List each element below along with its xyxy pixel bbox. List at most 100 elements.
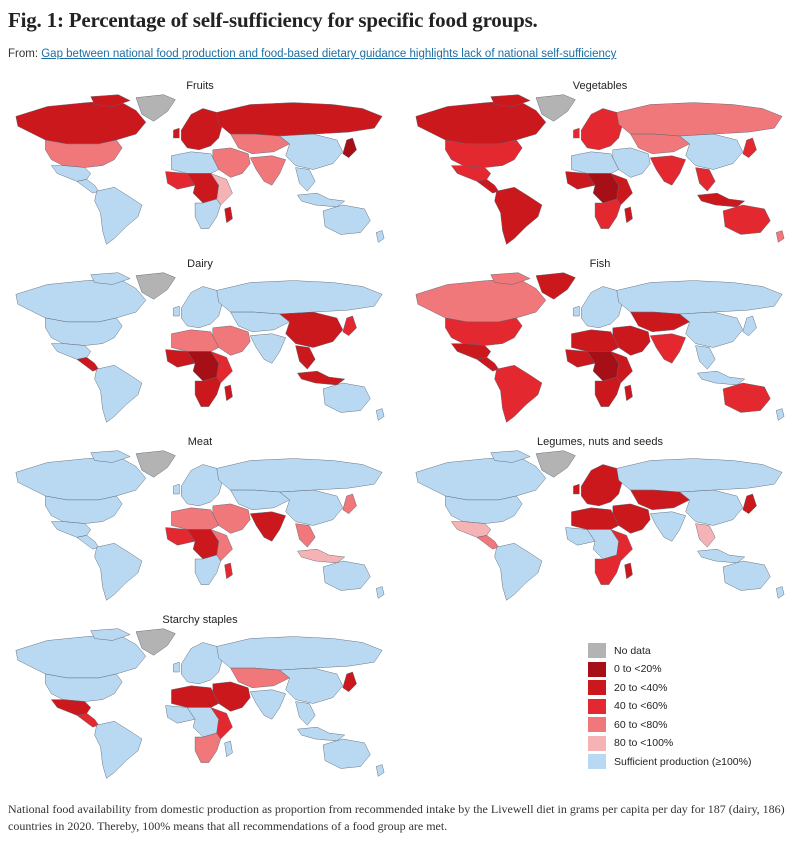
region-south-asia <box>649 333 686 364</box>
region-russia <box>216 636 383 671</box>
legend-swatch <box>588 661 606 677</box>
region-central-asia <box>630 489 690 510</box>
region-japan <box>342 671 357 692</box>
region-usa <box>445 495 523 524</box>
region-madagascar <box>224 384 233 401</box>
world-map-dairy <box>15 272 385 423</box>
legend-item-80-100: 80 to <100% <box>588 735 788 752</box>
region-south-america <box>94 721 143 779</box>
region-central-asia <box>230 133 290 154</box>
region-central-america <box>476 357 499 372</box>
region-central-america <box>76 179 99 194</box>
legend-item-0-20: 0 to <20% <box>588 661 788 678</box>
region-middle-east <box>612 147 651 178</box>
region-southern-africa <box>594 198 621 229</box>
panel-title-fish: Fish <box>589 258 611 270</box>
legend-label: No data <box>614 644 651 657</box>
region-china <box>679 311 743 348</box>
region-greenland <box>535 272 576 300</box>
region-australia <box>722 560 771 591</box>
legend-swatch <box>588 754 606 769</box>
legend-item-sufficient: Sufficient production (≥100%) <box>588 753 788 770</box>
region-mexico <box>451 165 491 182</box>
region-madagascar <box>224 740 233 757</box>
region-west-africa <box>565 349 596 368</box>
region-russia <box>616 102 783 137</box>
map-legend: No data 0 to <20% 20 to <40% 40 to <60% … <box>588 642 788 772</box>
region-europe <box>573 127 580 139</box>
region-south-asia <box>649 511 686 542</box>
region-north-america <box>415 456 547 501</box>
region-china <box>679 133 743 170</box>
region-japan <box>342 493 357 514</box>
region-west-africa <box>565 171 596 190</box>
region-europe <box>573 483 580 495</box>
region-north-africa <box>571 151 619 174</box>
legend-item-60-80: 60 to <80% <box>588 716 788 733</box>
region-southeast-asia <box>695 523 716 548</box>
region-russia <box>216 458 383 493</box>
region-australia <box>322 560 371 591</box>
region-europe <box>181 108 223 151</box>
legend-swatch <box>588 735 606 751</box>
region-southeast-asia <box>295 701 316 726</box>
region-southern-africa <box>194 554 221 585</box>
region-central-america <box>476 179 499 194</box>
panel-title-legumes: Legumes, nuts and seeds <box>537 436 663 448</box>
world-map-legumes <box>415 450 785 601</box>
region-indonesia <box>297 726 345 742</box>
region-north-africa <box>171 329 219 352</box>
region-central-asia <box>230 311 290 332</box>
region-australia <box>322 382 371 413</box>
region-north-america <box>15 100 147 145</box>
region-southern-africa <box>194 376 221 407</box>
region-greenland <box>135 450 176 478</box>
panel-title-meat: Meat <box>187 436 213 448</box>
region-new-zealand <box>376 586 385 599</box>
region-indonesia <box>297 192 345 208</box>
region-south-america <box>494 365 543 423</box>
region-madagascar <box>224 206 233 223</box>
region-europe <box>181 286 223 329</box>
panel-title-starchy-staples: Starchy staples <box>162 614 238 626</box>
region-south-america <box>94 187 143 245</box>
region-middle-east <box>612 325 651 356</box>
region-china <box>679 489 743 526</box>
legend-swatch <box>588 698 606 714</box>
region-australia <box>322 738 371 769</box>
region-north-africa <box>171 151 219 174</box>
region-australia <box>722 382 771 413</box>
region-southern-africa <box>594 376 621 407</box>
world-map-meat <box>15 450 385 601</box>
region-madagascar <box>624 384 633 401</box>
region-europe <box>173 305 180 317</box>
region-new-zealand <box>376 764 385 777</box>
region-madagascar <box>624 206 633 223</box>
map-panel-starchy-staples: Starchy staples <box>8 614 392 782</box>
region-mexico <box>51 165 91 182</box>
region-australia <box>722 204 771 235</box>
region-west-africa <box>165 527 196 546</box>
region-new-zealand <box>776 408 785 421</box>
source-article-link[interactable]: Gap between national food production and… <box>41 48 617 60</box>
region-north-america <box>90 272 131 285</box>
world-map-vegetables <box>415 94 785 245</box>
world-map-starchy-staples <box>15 628 385 779</box>
legend-label: Sufficient production (≥100%) <box>614 755 752 768</box>
region-mexico <box>51 343 91 360</box>
region-mexico <box>451 343 491 360</box>
region-south-america <box>494 543 543 601</box>
region-south-asia <box>649 155 686 186</box>
map-panel-legumes: Legumes, nuts and seeds <box>408 436 792 604</box>
region-madagascar <box>624 562 633 579</box>
region-china <box>279 133 343 170</box>
region-west-africa <box>165 705 196 724</box>
region-central-america <box>76 535 99 550</box>
region-europe <box>173 483 180 495</box>
region-north-africa <box>171 507 219 530</box>
region-north-america <box>415 100 547 145</box>
region-southeast-asia <box>695 167 716 192</box>
legend-swatch <box>588 643 606 658</box>
region-west-africa <box>165 171 196 190</box>
region-central-america <box>76 357 99 372</box>
